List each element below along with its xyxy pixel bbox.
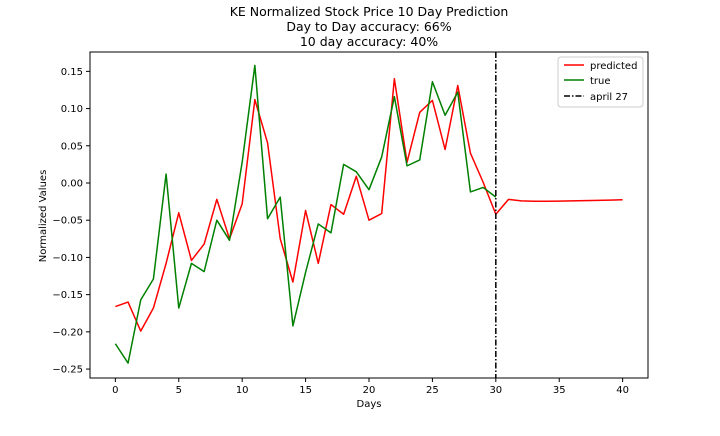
y-axis-label: Normalized Values [38,170,49,263]
x-tick-label: 5 [176,385,182,396]
x-tick-label: 35 [553,385,566,396]
y-tick-label: −0.20 [52,327,83,338]
legend-box [557,56,644,108]
y-tick-label: −0.25 [52,365,83,376]
series-true-line [114,64,497,364]
series-predicted-line [115,78,623,332]
x-tick-label: 10 [236,385,249,396]
y-tick-label: 0.10 [61,104,83,115]
legend-label-true: true [590,76,611,87]
x-tick-label: 15 [299,385,312,396]
x-tick-label: 0 [112,385,118,396]
x-tick-label: 20 [363,385,376,396]
y-tick-label: 0.15 [61,67,83,78]
legend: predicted true april 27 [557,56,644,108]
y-tick-label: −0.15 [52,290,83,301]
y-tick-label: −0.05 [52,216,83,227]
x-axis-label: Days [357,399,382,410]
chart-title-line-2: Day to Day accuracy: 66% [286,19,451,34]
y-tick-label: 0.05 [61,141,83,152]
x-tick-label: 30 [489,385,502,396]
chart-title-line-1: KE Normalized Stock Price 10 Day Predict… [230,4,509,19]
legend-label-predicted: predicted [590,61,637,72]
x-tick-label: 25 [426,385,439,396]
y-tick-label: −0.10 [52,253,83,264]
y-tick-label: 0.00 [61,178,83,189]
plot-area-frame [89,51,649,379]
x-tick-label: 40 [616,385,629,396]
legend-label-april-27: april 27 [590,92,628,103]
chart-title-line-3: 10 day accuracy: 40% [300,34,438,49]
